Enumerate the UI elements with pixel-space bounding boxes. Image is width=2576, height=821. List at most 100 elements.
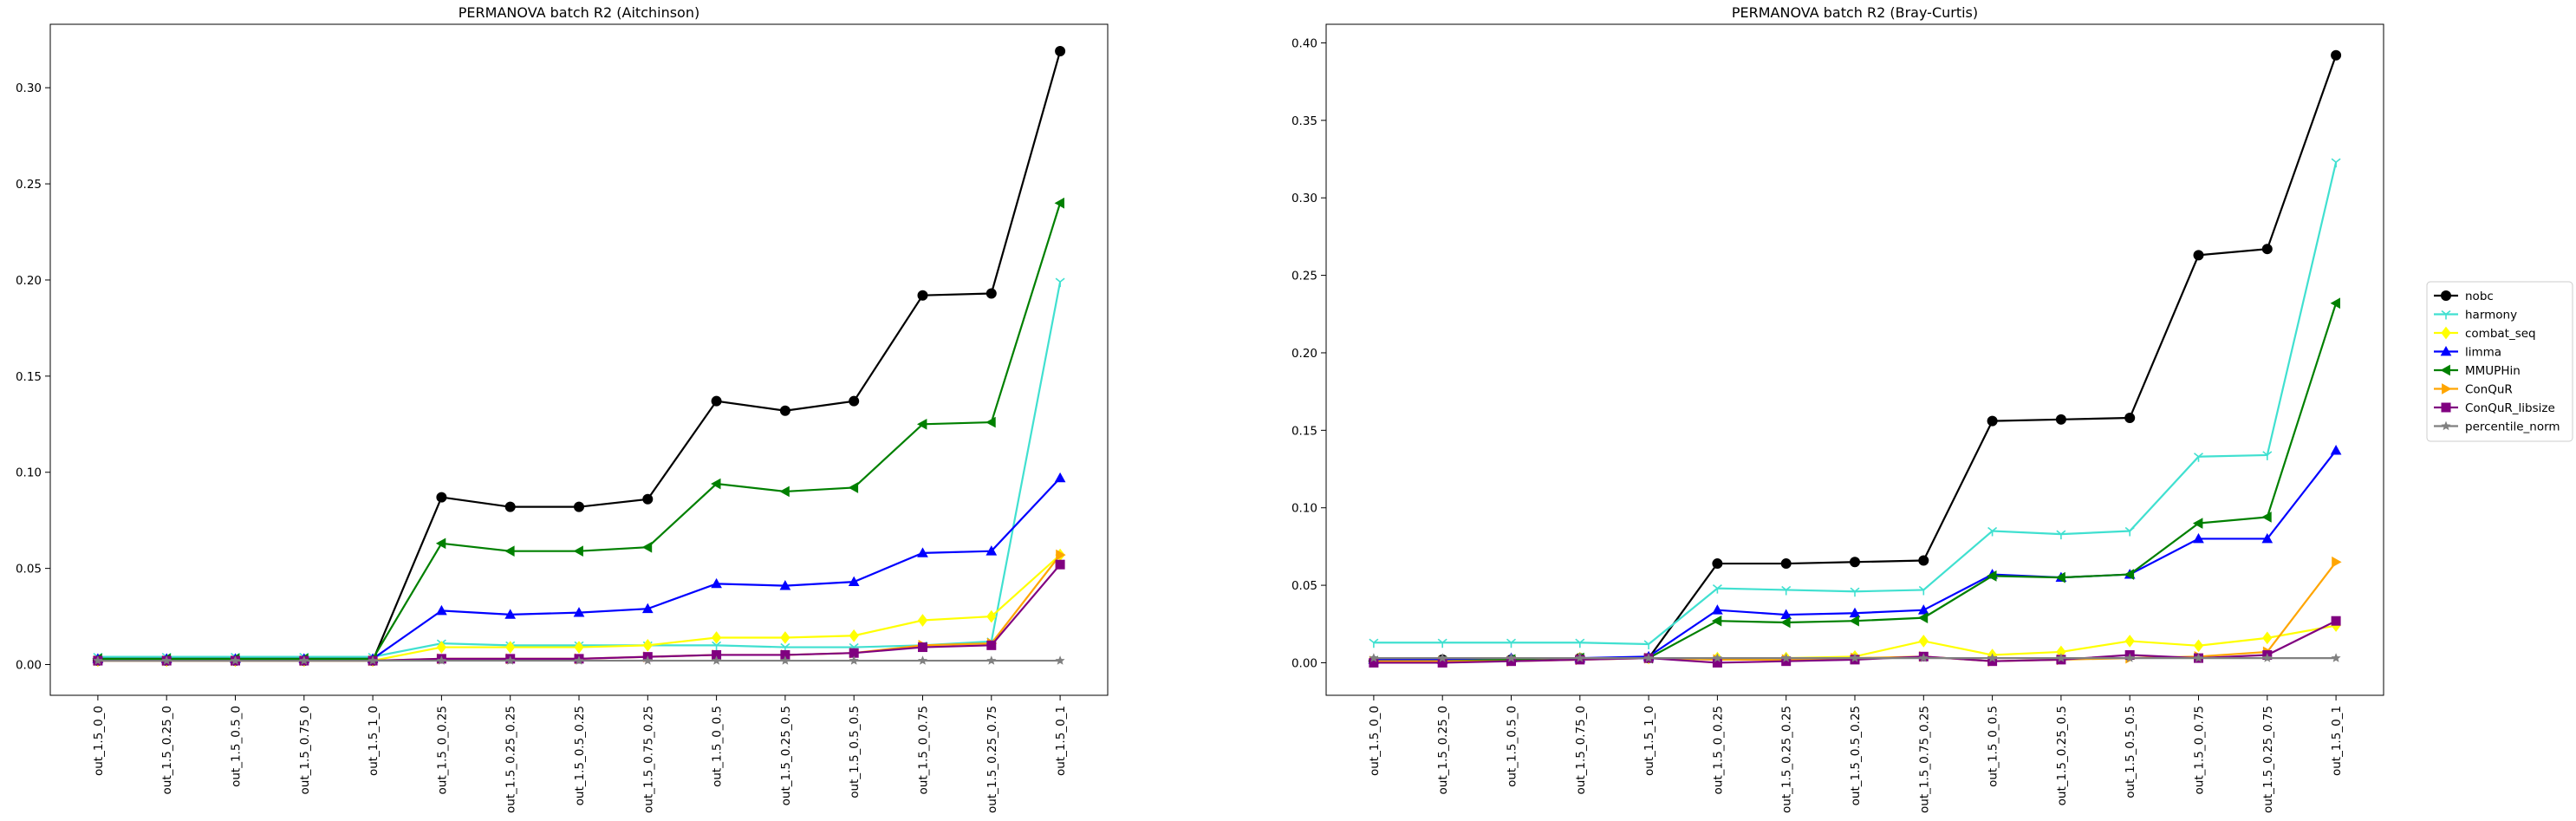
- x-tick-label: out_1.5_0.25_0.75: [2261, 706, 2275, 813]
- data-point: [504, 501, 516, 512]
- series-line: [1373, 161, 2338, 646]
- data-point: [2124, 413, 2136, 424]
- legend-swatch-marker: [2440, 364, 2450, 376]
- x-tick-label: out_1.5_0_0.75: [917, 706, 931, 794]
- data-point: [1055, 559, 1065, 570]
- data-point: [2193, 653, 2204, 662]
- x-tick-label: out_1.5_0_1: [1054, 706, 1068, 776]
- x-tick-label: out_1.5_0.25_0.25: [1780, 706, 1794, 813]
- x-tick-label: out_1.5_0.75_0: [298, 706, 312, 794]
- data-point: [641, 603, 654, 614]
- y-tick-label: 0.40: [1291, 36, 1317, 50]
- data-point: [1849, 615, 1859, 627]
- data-point: [1711, 615, 1722, 627]
- series-line: [97, 50, 1062, 662]
- chart-title-bray-curtis: PERMANOVA batch R2 (Bray-Curtis): [1732, 4, 1978, 21]
- data-point: [1643, 653, 1654, 662]
- data-point: [1987, 653, 1998, 662]
- data-point: [641, 541, 653, 553]
- data-point: [436, 655, 446, 665]
- data-point: [1918, 555, 1929, 566]
- x-tick-label: out_1.5_0.75_0: [1574, 706, 1588, 794]
- data-point: [711, 631, 722, 644]
- x-tick-label: out_1.5_0_0.25: [435, 706, 449, 794]
- chart-panel-bray-curtis: PERMANOVA batch R2 (Bray-Curtis) 0.00 0.0…: [1291, 4, 2384, 813]
- y-tick-label: 0.15: [16, 370, 42, 384]
- series-mmuphin: [92, 197, 1064, 665]
- data-point: [642, 493, 654, 505]
- data-point: [1369, 653, 1379, 662]
- series-limma: [1368, 445, 2342, 664]
- data-point: [1917, 604, 1929, 615]
- data-point: [2262, 653, 2273, 662]
- x-tick-label: out_1.5_0.5_0: [230, 706, 244, 787]
- data-point: [574, 641, 584, 654]
- data-point: [2331, 653, 2341, 662]
- data-point: [642, 655, 653, 665]
- data-point: [2192, 518, 2203, 529]
- data-point: [1780, 609, 1792, 619]
- legend-swatch-marker: [2441, 402, 2451, 413]
- data-point: [986, 416, 996, 428]
- x-tick-label: out_1.5_0.25_0: [160, 706, 174, 794]
- x-tick-label: out_1.5_0.25_0.5: [2055, 706, 2069, 805]
- legend-label: MMUPHin: [2465, 364, 2521, 378]
- chart-panel-aitchinson: PERMANOVA batch R2 (Aitchinson) 0.00 0.05…: [16, 4, 1109, 813]
- data-point: [436, 492, 447, 503]
- data-point: [505, 641, 516, 654]
- data-point: [779, 580, 791, 590]
- x-tick-label: out_1.5_0.5_0.5: [2124, 706, 2137, 798]
- y-tick-label: 0.35: [1291, 114, 1317, 128]
- data-point: [505, 655, 516, 665]
- x-tick-label: out_1.5_0.25_0.5: [779, 706, 793, 805]
- data-point: [779, 405, 790, 416]
- x-tick-label: out_1.5_0.25_0: [1436, 706, 1450, 794]
- x-tick-label: out_1.5_0.5_0.5: [848, 706, 862, 798]
- data-point: [161, 655, 172, 665]
- legend-entry-conqur-libsize: ConQuR_libsize: [2434, 401, 2555, 415]
- series-percentile-norm: [1369, 653, 2341, 662]
- data-point: [986, 609, 997, 623]
- data-point: [2124, 569, 2135, 580]
- x-tick-label: out_1.5_0.25_0.75: [986, 706, 999, 813]
- series-line: [97, 202, 1062, 660]
- x-tick-label: out_1.5_1_0: [367, 706, 381, 776]
- x-tick-label: out_1.5_0_0.5: [1987, 706, 2000, 787]
- data-point: [780, 631, 790, 644]
- data-point: [642, 639, 653, 652]
- legend-label: ConQuR_libsize: [2465, 401, 2555, 415]
- data-point: [779, 485, 790, 498]
- legend-label: harmony: [2465, 309, 2517, 323]
- data-point: [986, 640, 997, 650]
- data-point: [573, 607, 585, 617]
- data-point: [1643, 640, 1654, 650]
- data-point: [1781, 585, 1792, 596]
- data-point: [1781, 653, 1792, 662]
- data-point: [918, 642, 927, 653]
- data-point: [2124, 526, 2135, 537]
- data-point: [711, 478, 721, 490]
- data-point: [2193, 532, 2204, 544]
- data-point: [1987, 415, 1998, 427]
- y-tick-label: 0.20: [1291, 347, 1317, 361]
- legend-entry-limma: limma: [2434, 346, 2501, 360]
- data-point: [711, 577, 722, 589]
- data-point: [849, 655, 859, 665]
- data-point: [1987, 526, 1998, 537]
- data-point: [1054, 197, 1064, 209]
- data-point: [848, 482, 859, 493]
- data-point: [780, 655, 790, 665]
- x-tick-label: out_1.5_0.25_0.25: [504, 706, 518, 813]
- data-point: [1437, 653, 1447, 662]
- series-harmony: [1369, 158, 2341, 650]
- data-point: [1055, 655, 1065, 665]
- data-point: [917, 547, 928, 557]
- y-tick-label: 0.25: [1291, 270, 1317, 283]
- data-point: [1055, 277, 1065, 288]
- data-point: [849, 629, 859, 642]
- data-point: [917, 614, 928, 627]
- data-point: [1712, 584, 1722, 594]
- legend-swatch-marker: [2441, 326, 2451, 340]
- data-point: [1918, 653, 1929, 662]
